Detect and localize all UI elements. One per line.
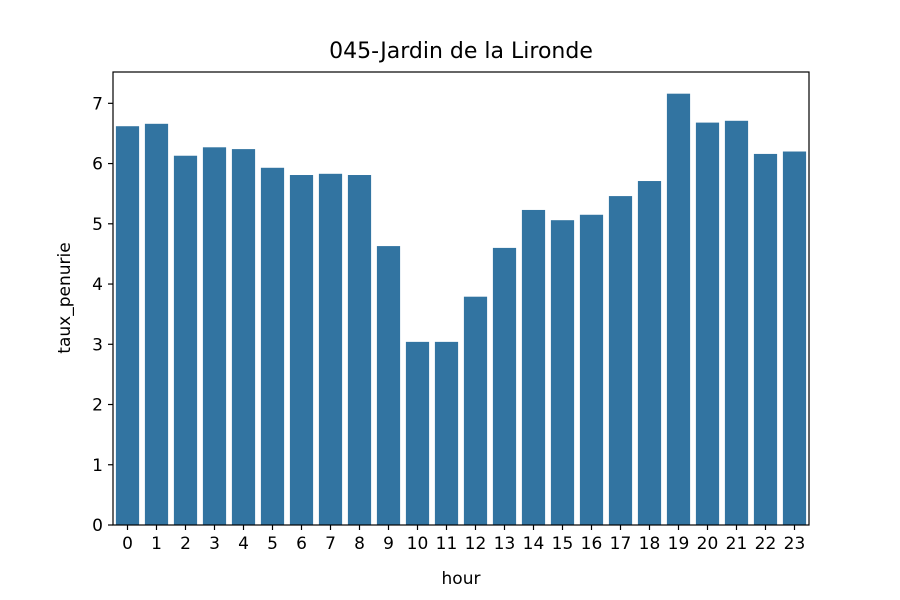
y-tick-label: 7 [92,94,103,114]
bar-hour-22 [753,153,778,525]
x-tick-label: 8 [354,534,365,554]
x-tick-label: 1 [151,534,162,554]
x-tick-label: 4 [238,534,249,554]
x-tick-label: 15 [552,534,574,554]
x-tick-label: 18 [639,534,661,554]
x-tick-label: 0 [122,534,133,554]
x-tick-label: 12 [465,534,487,554]
x-tick-label: 21 [726,534,748,554]
y-tick-label: 6 [92,155,103,175]
bar-hour-21 [724,120,749,525]
bar-hour-6 [289,175,314,525]
bar-hour-16 [579,214,604,526]
bar-hour-12 [463,296,488,525]
x-tick-label: 20 [697,534,719,554]
y-tick-label: 2 [92,396,103,416]
bar-hour-8 [347,175,372,525]
x-tick-label: 10 [407,534,429,554]
bars-group [115,93,807,526]
bar-hour-7 [318,173,343,526]
bar-hour-3 [202,147,227,526]
bar-hour-19 [666,93,691,526]
y-tick-label: 3 [92,335,103,355]
chart-title: 045-Jardin de la Lironde [329,39,593,64]
y-tick-label: 1 [92,456,103,476]
x-tick-label: 13 [494,534,516,554]
x-tick-label: 5 [267,534,278,554]
x-tick-label: 7 [325,534,336,554]
bar-hour-9 [376,246,401,526]
x-tick-label: 16 [581,534,603,554]
y-ticks: 0 1 2 3 4 5 6 7 [92,94,113,536]
bar-hour-11 [434,341,459,525]
x-tick-label: 11 [436,534,458,554]
y-tick-label: 0 [92,516,103,536]
bar-hour-1 [144,123,169,526]
x-ticks: 0 1 2 3 4 5 6 7 8 9 10 11 12 13 14 15 16 17 18 19 20 21 22 23 [122,525,805,554]
bar-hour-4 [231,149,256,525]
x-tick-label: 6 [296,534,307,554]
x-tick-label: 9 [383,534,394,554]
bar-hour-14 [521,209,546,526]
bar-hour-5 [260,167,285,525]
x-tick-label: 22 [755,534,777,554]
bar-hour-18 [637,181,662,525]
bar-hour-15 [550,220,575,525]
x-tick-label: 17 [610,534,632,554]
x-tick-label: 23 [784,534,806,554]
plot-frame [112,71,810,526]
bar-hour-23 [782,151,807,525]
x-tick-label: 3 [209,534,220,554]
bar-hour-13 [492,247,517,526]
x-tick-label: 19 [668,534,690,554]
x-tick-label: 2 [180,534,191,554]
x-tick-label: 14 [523,534,545,554]
bar-hour-0 [115,126,140,525]
x-axis-label: hour [442,569,481,589]
bar-hour-17 [608,196,633,525]
y-tick-label: 5 [92,215,103,235]
y-axis-label: taux_penurie [55,242,75,353]
bar-hour-20 [695,122,720,525]
bar-hour-10 [405,341,430,525]
bar-hour-2 [173,155,198,525]
y-tick-label: 4 [92,275,103,295]
